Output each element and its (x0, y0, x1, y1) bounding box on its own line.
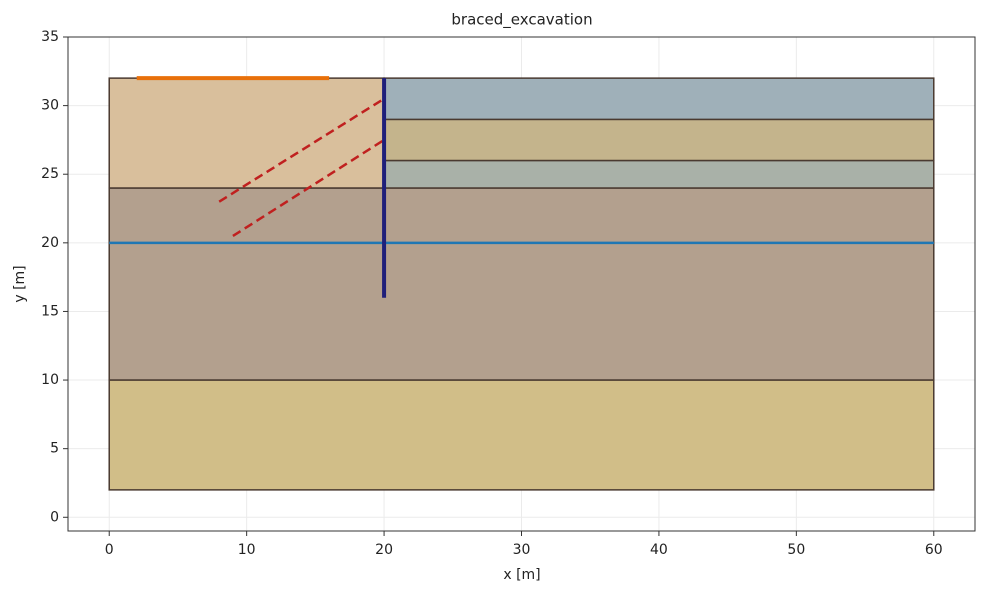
x-tick-label: 40 (650, 542, 668, 558)
soil-layer (108, 379, 935, 491)
x-tick-label: 50 (787, 542, 805, 558)
line (218, 97, 385, 203)
x-tick-label: 60 (925, 542, 943, 558)
y-tick-label: 35 (41, 29, 59, 45)
x-tick-label: 0 (105, 542, 114, 558)
y-tick-label: 5 (50, 441, 59, 457)
y-axis-label: y [m] (12, 265, 28, 302)
y-tick-label: 15 (41, 303, 59, 319)
soil-layer (383, 159, 935, 189)
y-tick-label: 10 (41, 372, 59, 388)
y-tick-label: 30 (41, 98, 59, 114)
x-tick-label: 20 (375, 542, 393, 558)
plot-frame (67, 36, 976, 532)
soil-layer (383, 118, 935, 162)
soil-layer (108, 187, 935, 381)
x-tick-label: 10 (238, 542, 256, 558)
line (232, 138, 385, 238)
y-tick-label: 20 (41, 235, 59, 251)
x-tick-label: 30 (513, 542, 531, 558)
x-axis-label: x [m] (503, 567, 540, 583)
y-tick-label: 0 (50, 509, 59, 525)
soil-layer (383, 77, 935, 121)
y-tick-label: 25 (41, 166, 59, 182)
soil-layer (108, 77, 385, 189)
chart-title: braced_excavation (451, 11, 592, 30)
